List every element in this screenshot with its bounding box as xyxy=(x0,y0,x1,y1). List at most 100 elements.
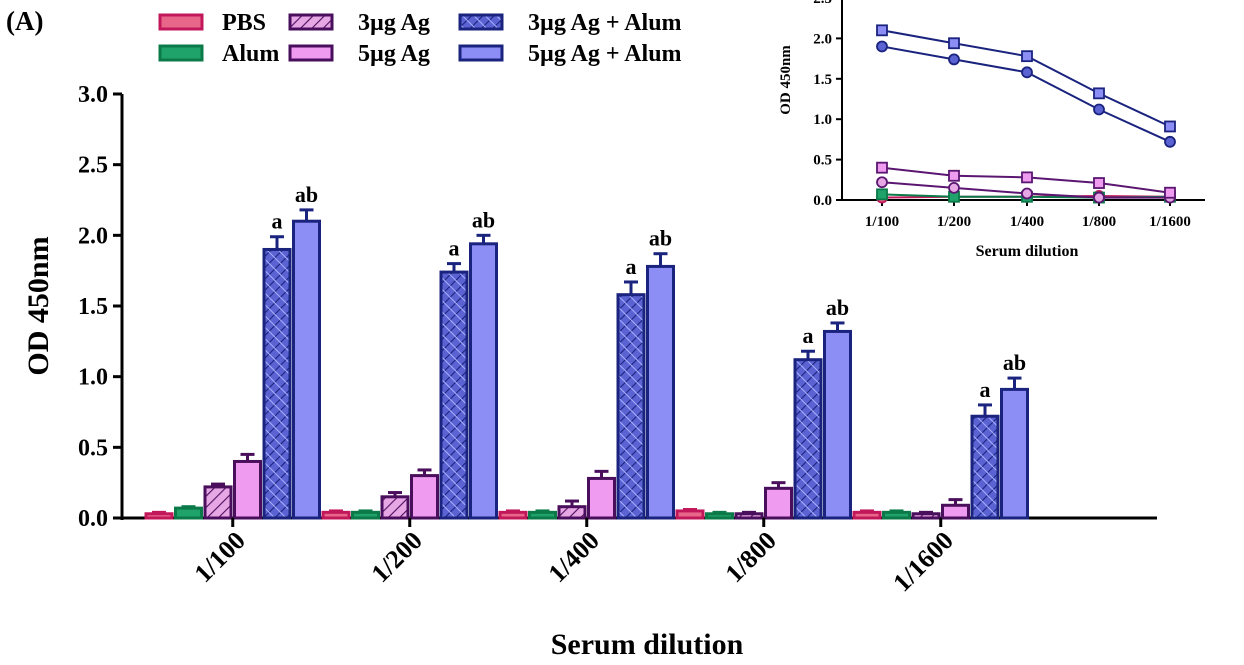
inset-point-5ug-ag xyxy=(1093,177,1105,189)
bar-pbs xyxy=(144,512,174,520)
inset-y-tick-label: 1.5 xyxy=(813,72,832,88)
bar-5ug-ag xyxy=(233,459,262,520)
inset-point-3ug-ag xyxy=(948,181,960,194)
significance-label: ab xyxy=(1003,350,1026,375)
bar-pbs xyxy=(852,510,882,520)
inset-point-5ug-ag xyxy=(876,161,888,174)
x-tick-label: 1/200 xyxy=(366,526,428,588)
bar-3ug-ag-alum xyxy=(439,270,469,520)
inset-point-5ug-ag-alum xyxy=(1164,120,1176,133)
inset-point-3ug-ag xyxy=(1021,187,1033,200)
significance-label: a xyxy=(980,377,991,402)
inset-point-5ug-ag-alum xyxy=(1093,87,1105,100)
x-tick-label: 1/800 xyxy=(720,526,782,588)
inset-y-tick-label: 0.5 xyxy=(813,153,832,169)
bar-3ug-ag xyxy=(557,505,587,520)
legend: PBS Alum 3µg Ag 5µg Ag 3µg Ag + Alum 5µg Ag +… xyxy=(158,10,682,67)
inset-x-tick-label: 1/400 xyxy=(1010,214,1044,230)
significance-label: ab xyxy=(826,295,849,320)
bar-alum xyxy=(174,506,203,520)
inset-point-5ug-ag-alum xyxy=(1021,50,1033,63)
x-tick-label: 1/100 xyxy=(189,526,251,588)
inset-x-axis-title: Serum dilution xyxy=(976,243,1079,260)
x-tick-label: 1/1600 xyxy=(887,526,959,598)
bar-3ug-ag xyxy=(911,512,941,520)
inset-point-3ug-ag xyxy=(876,176,888,189)
y-tick-label: 1.5 xyxy=(78,294,108,320)
significance-label: a xyxy=(272,209,283,234)
legend-label-alum: Alum xyxy=(222,41,279,67)
bar-5ug-ag-alum xyxy=(469,242,498,520)
inset-y-tick-label: 1.0 xyxy=(813,112,832,128)
y-tick-label: 0.5 xyxy=(78,435,108,461)
legend-swatch-3ug-ag-alum xyxy=(458,13,504,31)
bar-5ug-ag xyxy=(587,476,616,520)
y-tick-label: 3.0 xyxy=(78,82,108,108)
bar-3ug-ag xyxy=(734,512,764,520)
inset-point-5ug-ag xyxy=(948,169,960,182)
inset-y-tick-label: 2.0 xyxy=(813,31,832,47)
inset-point-3ug-ag-alum xyxy=(1021,66,1033,79)
inset-line-chart: 0.0 0.5 1.0 1.5 2.0 2.5 OD 450nm Serum dilution… xyxy=(770,0,1244,270)
inset-point-5ug-ag xyxy=(1164,186,1176,199)
inset-point-5ug-ag-alum xyxy=(876,24,888,37)
legend-label-5ug-ag-alum: 5µg Ag + Alum xyxy=(528,41,682,67)
significance-label: a xyxy=(449,236,460,261)
bar-alum xyxy=(528,510,557,520)
bar-alum xyxy=(882,510,911,520)
significance-label: a xyxy=(803,323,814,348)
inset-point-3ug-ag xyxy=(1093,191,1105,204)
x-tick-label: 1/400 xyxy=(543,526,605,588)
bar-3ug-ag-alum xyxy=(262,247,292,520)
legend-label-5ug-ag: 5µg Ag xyxy=(358,41,430,67)
inset-point-5ug-ag xyxy=(1021,171,1033,184)
inset-x-tick-label: 1/100 xyxy=(865,214,899,230)
y-tick-label: 1.0 xyxy=(78,365,108,391)
legend-label-3ug-ag-alum: 3µg Ag + Alum xyxy=(528,10,682,36)
inset-point-3ug-ag-alum xyxy=(876,40,888,53)
inset-background xyxy=(770,0,1244,270)
significance-label: ab xyxy=(295,182,318,207)
bar-5ug-ag-alum xyxy=(823,329,852,520)
bar-alum xyxy=(351,510,380,520)
significance-label: a xyxy=(626,254,637,279)
bar-5ug-ag-alum xyxy=(646,264,675,520)
bar-5ug-ag-alum xyxy=(1000,387,1029,520)
inset-point-3ug-ag-alum xyxy=(1093,103,1105,116)
bar-3ug-ag xyxy=(203,485,233,520)
bar-5ug-ag xyxy=(941,503,970,520)
bar-3ug-ag xyxy=(380,495,410,520)
y-tick-label: 0.0 xyxy=(78,506,108,532)
inset-point-alum xyxy=(876,188,888,201)
inset-y-axis-title: OD 450nm xyxy=(778,45,794,115)
inset-x-tick-label: 1/1600 xyxy=(1149,214,1191,230)
panel-label: (A) xyxy=(6,6,44,36)
legend-swatch-5ug-ag-alum xyxy=(458,44,504,62)
bar-3ug-ag-alum xyxy=(970,414,1000,520)
inset-y-tick-label: 2.5 xyxy=(813,0,832,7)
significance-label: ab xyxy=(472,207,495,232)
bar-pbs xyxy=(498,510,528,520)
y-tick-label: 2.5 xyxy=(78,153,108,179)
inset-x-tick-label: 1/200 xyxy=(937,214,971,230)
inset-x-tick-label: 1/800 xyxy=(1082,214,1116,230)
bar-5ug-ag xyxy=(764,486,793,520)
inset-y-tick-label: 0.0 xyxy=(813,193,832,209)
bar-alum xyxy=(705,512,734,520)
bar-pbs xyxy=(321,510,351,520)
inset-point-3ug-ag-alum xyxy=(1164,135,1176,148)
legend-swatch-alum xyxy=(158,44,204,62)
legend-swatch-pbs xyxy=(158,13,204,31)
significance-label: ab xyxy=(649,226,672,251)
bar-5ug-ag xyxy=(410,474,439,520)
y-tick-label: 2.0 xyxy=(78,223,108,249)
bar-5ug-ag-alum xyxy=(292,219,321,520)
inset-point-3ug-ag-alum xyxy=(948,53,960,66)
legend-label-3ug-ag: 3µg Ag xyxy=(358,10,430,36)
bar-3ug-ag-alum xyxy=(616,293,646,520)
y-axis-title: OD 450nm xyxy=(22,236,55,375)
legend-swatch-3ug-ag xyxy=(288,13,334,31)
bar-3ug-ag-alum xyxy=(793,358,823,520)
legend-swatch-5ug-ag xyxy=(288,44,334,62)
